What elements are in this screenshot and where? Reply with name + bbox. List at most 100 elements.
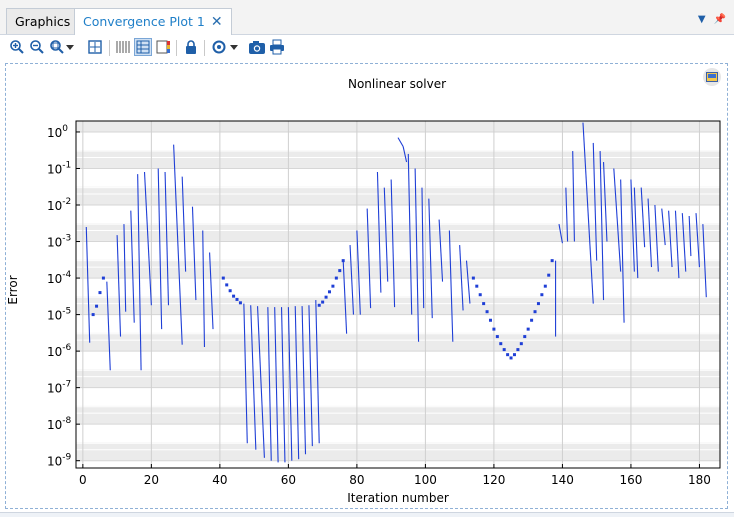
- error-segment: [267, 307, 272, 461]
- tab-bar: Graphics Convergence Plot 1 ✕ ▼ 📌: [0, 0, 734, 35]
- x-axis-label: Iteration number: [347, 491, 449, 505]
- error-point: [334, 276, 338, 280]
- x-tick-label: 40: [212, 473, 227, 487]
- error-point: [471, 276, 475, 280]
- grid-band: [76, 332, 720, 352]
- y-tick-label: 100: [47, 124, 68, 140]
- error-segment: [164, 172, 170, 306]
- error-point: [341, 259, 345, 263]
- tab-graphics[interactable]: Graphics: [6, 8, 80, 34]
- x-tick-label: 180: [688, 473, 711, 487]
- grid-lines-icon[interactable]: [114, 38, 132, 56]
- x-tick-label: 120: [482, 473, 505, 487]
- x-tick-label: 80: [349, 473, 364, 487]
- error-point: [523, 335, 527, 339]
- color-legend-icon[interactable]: [154, 38, 172, 56]
- x-tick-label: 100: [414, 473, 437, 487]
- error-point: [526, 327, 530, 331]
- error-series: [85, 122, 707, 463]
- error-segment: [356, 230, 361, 315]
- y-axis-ticks: 100 10-1 10-2 10-3 10-4 10-5 10-6 10-7 10-8 10-9: [47, 124, 80, 469]
- error-segment: [383, 187, 389, 282]
- toolbar-divider: [176, 40, 177, 56]
- error-segment: [654, 204, 659, 272]
- dropdown-icon[interactable]: [228, 38, 240, 56]
- error-segment: [582, 122, 594, 304]
- error-segment: [294, 306, 300, 460]
- lock-icon[interactable]: [182, 38, 200, 56]
- error-segment: [633, 187, 639, 279]
- zoom-out-icon[interactable]: [28, 38, 46, 56]
- error-segment: [661, 208, 666, 246]
- tab-graphics-label: Graphics: [15, 14, 71, 29]
- grid-boxes-icon[interactable]: [134, 38, 152, 56]
- error-point: [550, 259, 554, 263]
- error-point: [509, 356, 513, 360]
- error-segment: [459, 245, 464, 311]
- error-segment: [647, 198, 653, 268]
- error-point: [536, 302, 540, 306]
- error-segment: [620, 179, 625, 323]
- y-tick-label: 10-4: [47, 270, 72, 286]
- zoom-in-icon[interactable]: [8, 38, 26, 56]
- tab-convergence-plot[interactable]: Convergence Plot 1 ✕: [74, 8, 232, 35]
- error-point: [499, 342, 503, 346]
- camera-icon[interactable]: [248, 38, 266, 56]
- zoom-box-icon[interactable]: [48, 38, 66, 56]
- error-point: [327, 290, 331, 294]
- error-segment: [414, 168, 420, 342]
- error-segment: [202, 230, 206, 347]
- error-point: [540, 293, 544, 297]
- y-tick-label: 10-6: [47, 343, 72, 359]
- x-tick-label: 0: [79, 473, 87, 487]
- error-segment: [602, 162, 608, 242]
- error-segment: [572, 151, 575, 242]
- error-segment: [407, 153, 413, 315]
- x-tick-label: 20: [144, 473, 159, 487]
- error-point: [488, 318, 492, 322]
- error-segment: [448, 230, 454, 342]
- error-segment: [702, 224, 707, 298]
- grid-band: [76, 259, 720, 279]
- error-segment: [376, 172, 382, 293]
- error-segment: [421, 187, 425, 309]
- grid-band: [76, 186, 720, 206]
- error-point: [324, 295, 328, 299]
- grid-band: [76, 223, 720, 242]
- error-segment: [613, 168, 622, 272]
- y-tick-label: 10-7: [47, 380, 71, 396]
- error-segment: [349, 245, 355, 315]
- tab-list-dropdown-icon[interactable]: ▼: [697, 14, 706, 25]
- grid-band: [76, 150, 720, 169]
- error-point: [516, 348, 520, 352]
- error-segment: [106, 281, 111, 371]
- dropdown-icon[interactable]: [64, 38, 76, 56]
- error-segment: [342, 260, 348, 334]
- error-segment: [565, 187, 569, 242]
- close-icon[interactable]: ✕: [210, 14, 223, 30]
- error-segment: [143, 171, 152, 306]
- rotate-icon[interactable]: [210, 38, 228, 56]
- zoom-extents-icon[interactable]: [86, 38, 104, 56]
- error-segment: [130, 210, 135, 323]
- error-segment: [280, 307, 286, 463]
- error-segment: [315, 300, 320, 444]
- error-point: [485, 310, 489, 314]
- error-point: [492, 327, 496, 331]
- tab-convergence-plot-label: Convergence Plot 1: [83, 14, 205, 29]
- grid-band: [76, 121, 720, 132]
- error-segment: [428, 198, 433, 319]
- tab-tools: ▼ 📌: [690, 14, 726, 25]
- x-tick-label: 160: [619, 473, 642, 487]
- plot-toolbar: [0, 35, 734, 61]
- pin-icon[interactable]: 📌: [713, 14, 726, 25]
- error-segment: [402, 146, 408, 163]
- error-point: [482, 302, 486, 306]
- plot-settings-icon[interactable]: [703, 68, 721, 86]
- toolbar-divider: [109, 40, 110, 56]
- error-point: [547, 273, 551, 277]
- error-segment: [681, 213, 687, 272]
- error-point: [317, 303, 321, 307]
- print-icon[interactable]: [268, 38, 286, 56]
- error-point: [512, 353, 516, 357]
